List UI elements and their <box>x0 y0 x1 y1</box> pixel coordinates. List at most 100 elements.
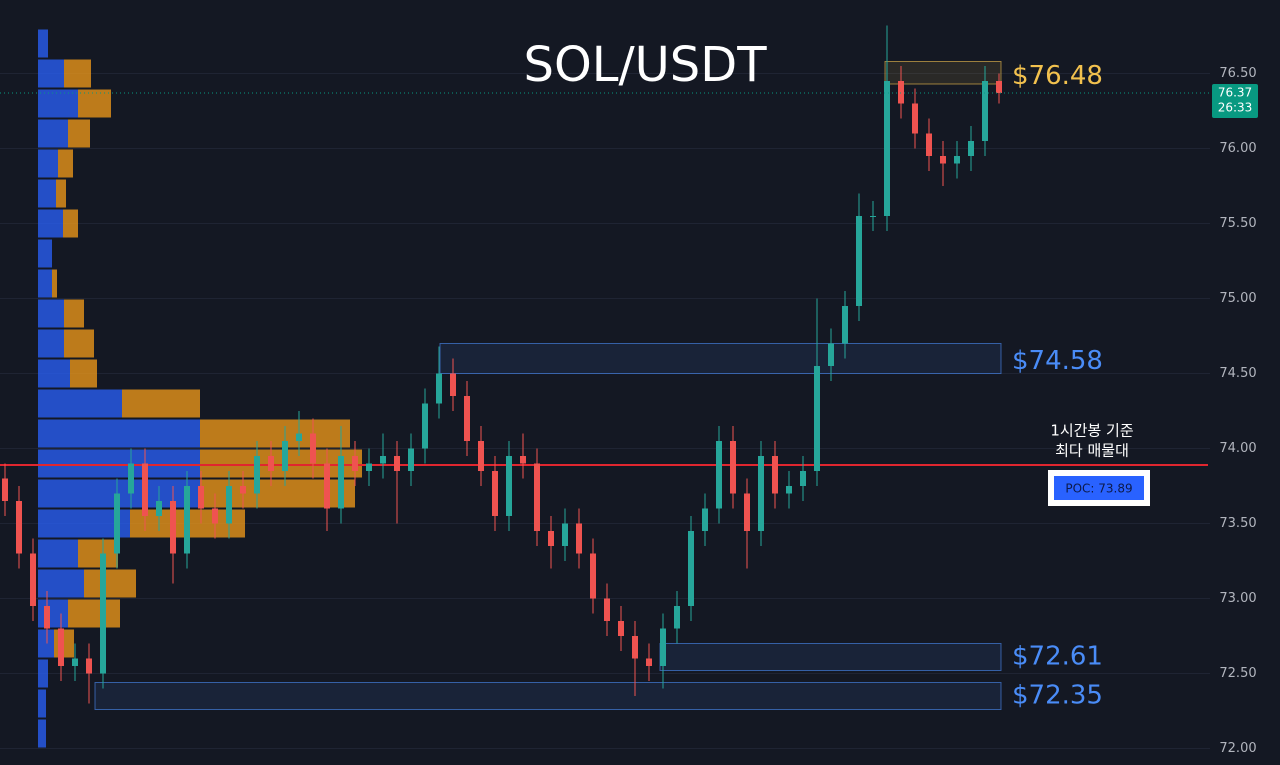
volume-profile-bar <box>38 659 48 688</box>
zone-label: $74.58 <box>1012 346 1103 376</box>
candle-body <box>842 306 848 344</box>
candle-body <box>380 456 386 464</box>
candle-body <box>548 531 554 546</box>
volume-profile-bar <box>122 389 200 418</box>
candle-body <box>926 133 932 156</box>
candle-body <box>702 508 708 531</box>
candle-body <box>240 486 246 494</box>
candle-body <box>114 493 120 554</box>
candle-body <box>730 441 736 494</box>
volume-profile-bar <box>78 539 118 568</box>
candle-body <box>618 621 624 636</box>
zone-label: $76.48 <box>1012 61 1103 91</box>
candle-body <box>338 456 344 509</box>
price-zone <box>884 61 1002 85</box>
candle-body <box>72 658 78 666</box>
candle-body <box>940 156 946 164</box>
candle-body <box>282 441 288 471</box>
candle-body <box>800 471 806 486</box>
y-tick-label: 73.00 <box>1219 591 1256 606</box>
candle-body <box>184 486 190 554</box>
y-tick-label: 76.50 <box>1219 66 1256 81</box>
candle-body <box>968 141 974 156</box>
last-price-label: 76.37 <box>1218 86 1252 100</box>
volume-profile-bar <box>38 89 78 118</box>
candle-body <box>562 523 568 546</box>
volume-profile-bar <box>38 329 64 358</box>
y-tick-label: 76.00 <box>1219 141 1256 156</box>
volume-profile-bar <box>200 479 355 508</box>
volume-profile-bar <box>68 599 120 628</box>
price-zone <box>659 643 1002 671</box>
y-tick-label: 73.50 <box>1219 516 1256 531</box>
volume-profile-bar <box>200 449 362 478</box>
volume-profile-bar <box>200 419 350 448</box>
candle-body <box>506 456 512 516</box>
candle-body <box>156 501 162 516</box>
volume-profile-bar <box>38 179 56 208</box>
volume-profile-bar <box>78 89 111 118</box>
price-zone <box>439 343 1002 374</box>
volume-profile-bar <box>38 29 48 58</box>
candle-body <box>912 103 918 134</box>
volume-profile-bar <box>38 299 64 328</box>
volume-profile-bar <box>38 599 68 628</box>
candle-body <box>408 448 414 471</box>
candle-body <box>898 81 904 104</box>
candle-body <box>576 523 582 554</box>
candle-body <box>212 508 218 524</box>
candle-body <box>226 486 232 524</box>
candle-body <box>688 531 694 606</box>
volume-profile-bar <box>38 629 54 658</box>
volume-profile-bar <box>38 419 200 448</box>
candle-body <box>86 658 92 674</box>
candle-body <box>786 486 792 494</box>
candle-body <box>744 493 750 531</box>
candle-body <box>520 456 526 464</box>
volume-profile-bar <box>52 269 57 298</box>
candle-body <box>590 553 596 599</box>
candle-body <box>268 456 274 471</box>
price-zone <box>94 682 1002 710</box>
candle-body <box>534 463 540 531</box>
annotation: 최다 매물대 <box>1055 442 1129 460</box>
volume-profile-bar <box>38 209 63 238</box>
candle-body <box>884 81 890 216</box>
volume-profile-bar <box>64 299 84 328</box>
candle-body <box>352 456 358 471</box>
candle-body <box>604 598 610 621</box>
y-tick-label: 74.50 <box>1219 366 1256 381</box>
candle-body <box>450 373 456 396</box>
y-tick-label: 72.00 <box>1219 741 1256 756</box>
volume-profile-bar <box>38 59 64 88</box>
candle-body <box>646 658 652 666</box>
candle-body <box>660 628 666 666</box>
candle-body <box>422 403 428 449</box>
volume-profile-bar <box>63 209 78 238</box>
candle-body <box>198 486 204 509</box>
candle-body <box>814 366 820 471</box>
plot-layer <box>0 25 1210 749</box>
candle-body <box>142 463 148 516</box>
candle-body <box>310 433 316 464</box>
candle-body <box>254 456 260 494</box>
candle-body <box>856 216 862 306</box>
volume-profile-bar <box>38 689 46 718</box>
candle-body <box>2 478 8 501</box>
countdown-label: 26:33 <box>1218 101 1253 115</box>
candle-body <box>674 606 680 629</box>
volume-profile-bar <box>64 329 94 358</box>
candle-body <box>30 553 36 606</box>
candle-body <box>478 441 484 471</box>
volume-profile-bar <box>38 149 58 178</box>
candle-body <box>296 433 302 441</box>
y-tick-label: 72.50 <box>1219 666 1256 681</box>
candle-body <box>954 156 960 164</box>
candle-body <box>366 463 372 471</box>
candle-body <box>394 456 400 471</box>
candle-body <box>58 628 64 666</box>
candle-body <box>436 373 442 404</box>
candle-body <box>44 606 50 629</box>
volume-profile-bar <box>56 179 66 208</box>
